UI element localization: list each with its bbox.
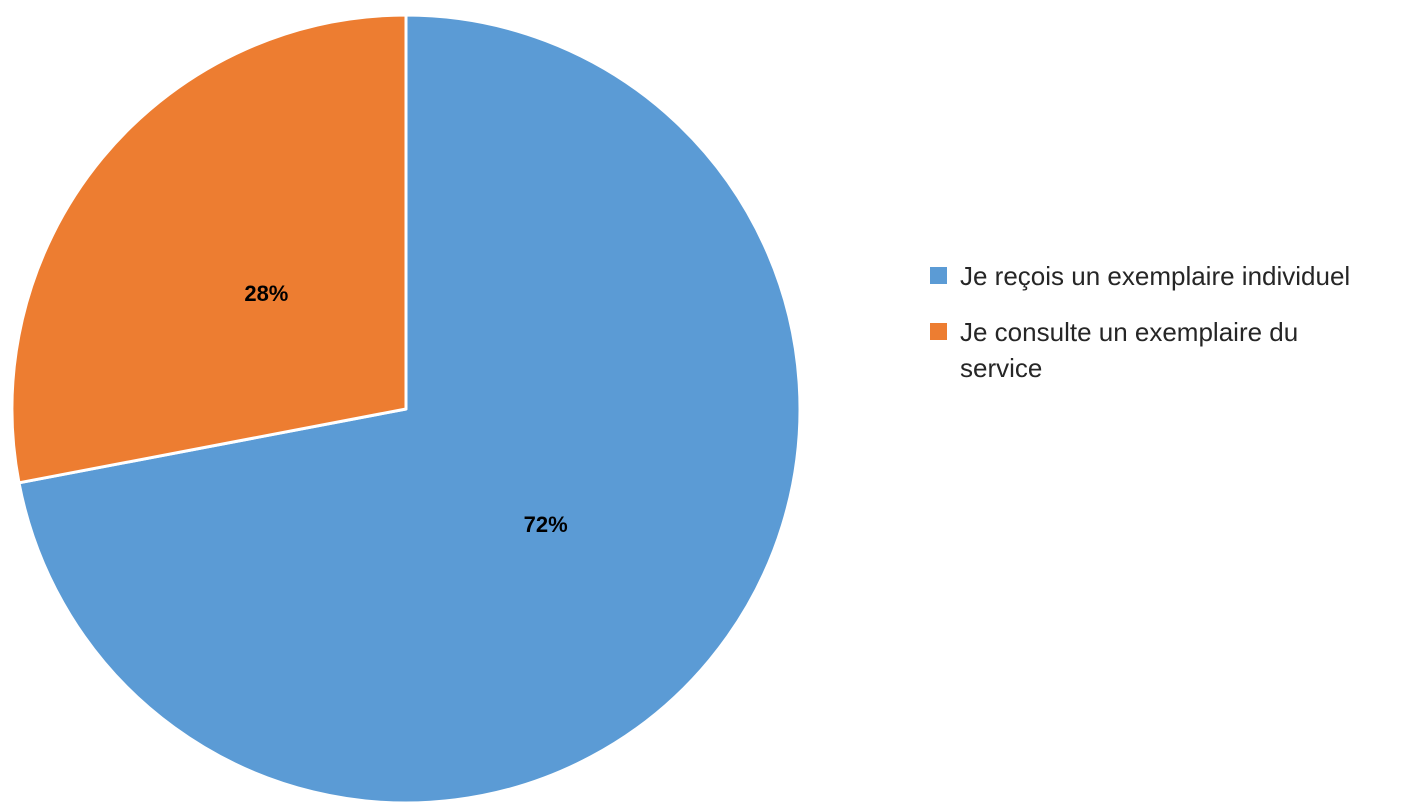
legend-item-individuel: Je reçois un exemplaire individuel <box>930 258 1400 294</box>
legend-item-service: Je consulte un exemplaire du service <box>930 314 1400 386</box>
legend-label-service: Je consulte un exemplaire du service <box>960 317 1299 383</box>
legend-swatch-blue <box>930 267 947 284</box>
legend-swatch-orange <box>930 323 947 340</box>
pie-slice-1 <box>10 13 408 485</box>
pie-slice-0 <box>17 13 802 803</box>
data-label-1: 28% <box>244 281 288 306</box>
legend: Je reçois un exemplaire individuel Je co… <box>930 258 1400 406</box>
data-label-0: 72% <box>524 512 568 537</box>
legend-label-individuel: Je reçois un exemplaire individuel <box>960 261 1351 291</box>
